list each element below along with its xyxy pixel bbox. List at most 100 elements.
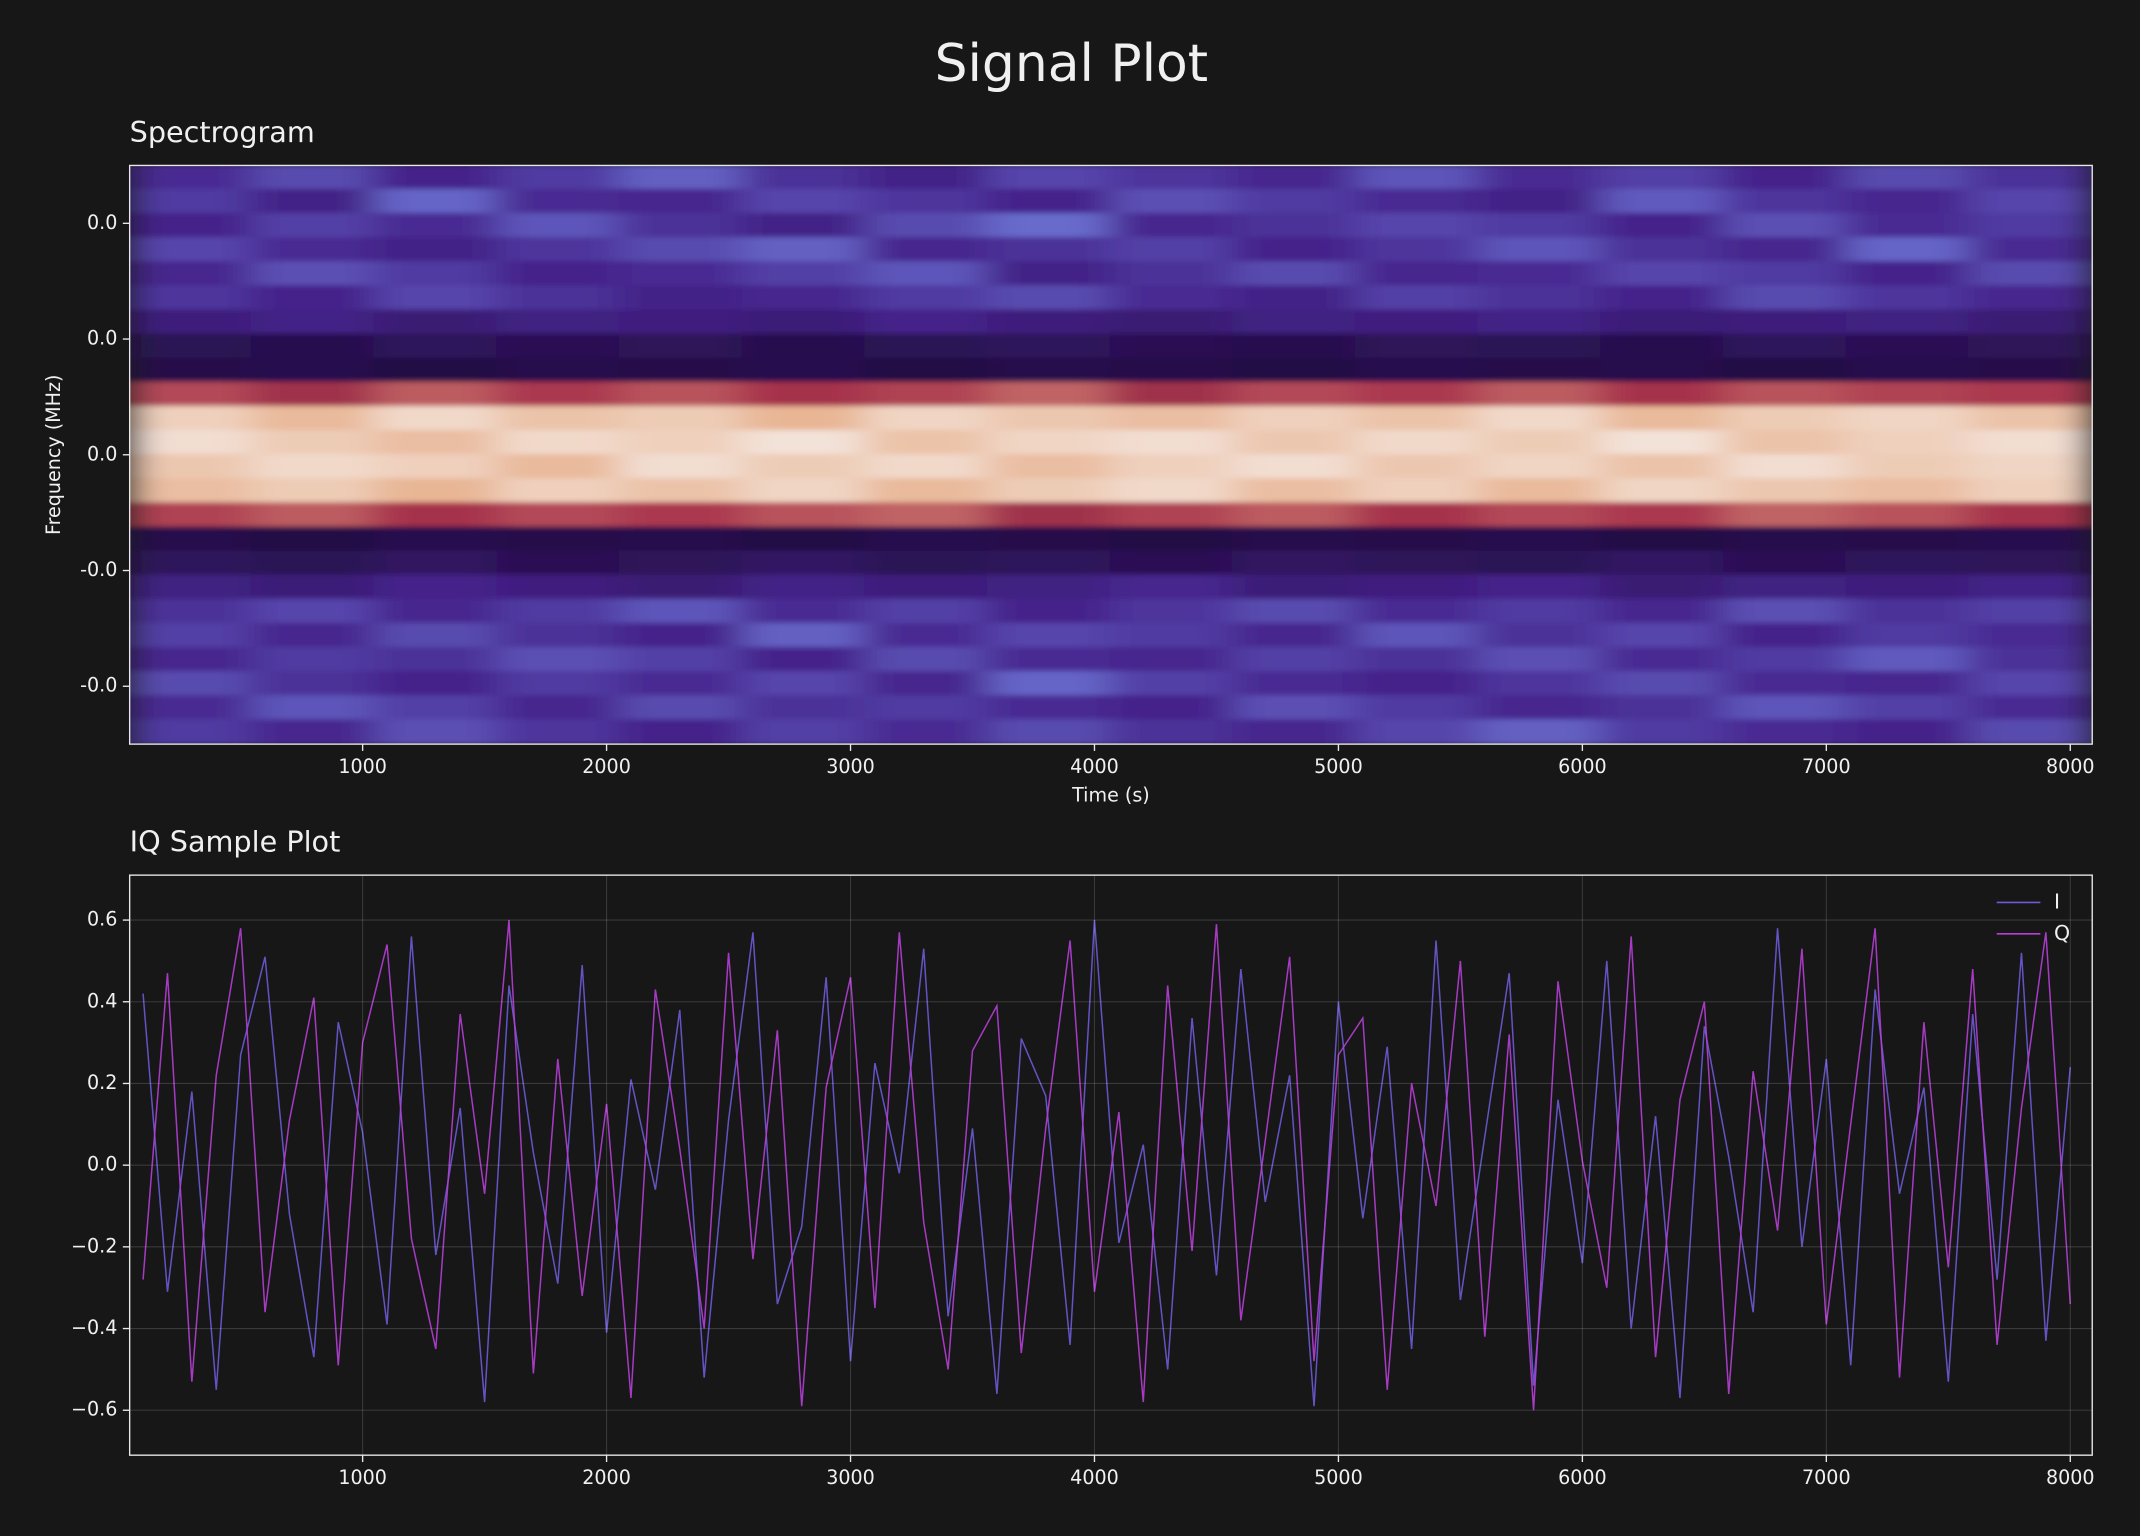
x-tick-label: 4000 xyxy=(1070,1466,1119,1489)
y-tick-label: −0.6 xyxy=(71,1398,117,1421)
heatmap-cell xyxy=(129,550,254,577)
heatmap-cell xyxy=(1354,671,1481,697)
heatmap-cell xyxy=(1232,574,1358,601)
y-tick-label: 0.0 xyxy=(87,442,117,465)
heatmap-cell xyxy=(618,646,745,673)
heatmap-cell xyxy=(1354,695,1481,721)
heatmap-cell xyxy=(250,309,377,335)
heatmap-cell xyxy=(1232,333,1358,360)
heatmap-cell xyxy=(1354,237,1481,263)
heatmap-cell xyxy=(373,212,500,239)
heatmap-cell xyxy=(1722,357,1849,384)
heatmap-cell xyxy=(1354,165,1481,191)
heatmap-cell xyxy=(496,429,622,456)
heatmap-cell xyxy=(250,405,377,432)
heatmap-cell xyxy=(741,719,867,745)
heatmap-cell xyxy=(618,285,745,311)
heatmap-cell xyxy=(129,622,254,649)
heatmap-cell xyxy=(986,695,1113,721)
heatmap-cell xyxy=(1600,237,1726,263)
heatmap-cell xyxy=(618,574,745,601)
heatmap-cell xyxy=(1722,212,1849,239)
heatmap-cell xyxy=(1600,719,1726,745)
heatmap-cell xyxy=(1600,212,1726,239)
heatmap-cell xyxy=(1722,622,1849,649)
heatmap-cell xyxy=(864,237,990,263)
heatmap-cell xyxy=(1109,526,1235,552)
heatmap-cell xyxy=(1600,574,1726,601)
heatmap-cell xyxy=(1109,381,1235,408)
heatmap-cell xyxy=(741,454,867,480)
heatmap-cell xyxy=(1109,671,1235,697)
heatmap-cell xyxy=(1845,357,1971,384)
heatmap-cell xyxy=(1968,405,2093,432)
heatmap-cell xyxy=(1477,550,1603,577)
x-tick-label: 2000 xyxy=(582,755,631,778)
heatmap-cell xyxy=(1354,622,1481,649)
heatmap-cell xyxy=(373,309,500,335)
heatmap-cell xyxy=(373,237,500,263)
heatmap-cell xyxy=(1968,478,2093,504)
heatmap-cell xyxy=(1232,212,1358,239)
heatmap-cell xyxy=(373,333,500,360)
heatmap-cell xyxy=(1845,478,1971,504)
heatmap-cell xyxy=(129,429,254,456)
heatmap-cell xyxy=(986,719,1113,745)
heatmap-cell xyxy=(741,405,867,432)
heatmap-cell xyxy=(129,357,254,384)
heatmap-cell xyxy=(1968,526,2093,552)
heatmap-cell xyxy=(250,598,377,625)
heatmap-cell xyxy=(1968,188,2093,215)
heatmap-cell xyxy=(1354,502,1481,528)
heatmap-cell xyxy=(373,502,500,528)
heatmap-cell xyxy=(986,502,1113,528)
heatmap-cell xyxy=(1968,212,2093,239)
heatmap-cell xyxy=(1477,333,1603,360)
figure-title: Signal Plot xyxy=(935,34,1209,94)
heatmap-cell xyxy=(496,622,622,649)
heatmap-cell xyxy=(1722,550,1849,577)
heatmap-cell xyxy=(618,454,745,480)
heatmap-cell xyxy=(864,526,990,552)
heatmap-cell xyxy=(129,695,254,721)
heatmap-cell xyxy=(496,381,622,408)
heatmap-cell xyxy=(373,526,500,552)
heatmap-cell xyxy=(986,405,1113,432)
heatmap-cell xyxy=(1722,237,1849,263)
heatmap-cell xyxy=(1968,309,2093,335)
heatmap-cell xyxy=(250,454,377,480)
heatmap-cell xyxy=(1845,285,1971,311)
heatmap-cell xyxy=(129,671,254,697)
x-tick-label: 5000 xyxy=(1314,1466,1363,1489)
heatmap-cell xyxy=(618,478,745,504)
heatmap-cell xyxy=(1354,719,1481,745)
heatmap-cell xyxy=(1109,357,1235,384)
heatmap-cell xyxy=(129,237,254,263)
y-tick-label: 0.4 xyxy=(87,989,117,1012)
heatmap-cell xyxy=(1845,212,1971,239)
series-line xyxy=(142,920,2072,1407)
heatmap-cell xyxy=(864,574,990,601)
heatmap-cell xyxy=(1968,550,2093,577)
heatmap-cell xyxy=(986,574,1113,601)
heatmap-cell xyxy=(741,429,867,456)
heatmap-cell xyxy=(1232,646,1358,673)
heatmap-cell xyxy=(1968,695,2093,721)
heatmap-cell xyxy=(864,381,990,408)
heatmap-cell xyxy=(1845,719,1971,745)
heatmap-cell xyxy=(741,695,867,721)
heatmap-cell xyxy=(1477,285,1603,311)
heatmap-cell xyxy=(496,574,622,601)
heatmap-cell xyxy=(1722,165,1849,191)
heatmap-cell xyxy=(1845,333,1971,360)
y-tick-label: -0.0 xyxy=(80,558,117,581)
heatmap-cell xyxy=(618,405,745,432)
heatmap-cell xyxy=(1600,454,1726,480)
heatmap-cell xyxy=(1845,381,1971,408)
legend-label: Q xyxy=(2054,921,2070,945)
heatmap-cell xyxy=(864,598,990,625)
heatmap-cell xyxy=(250,550,377,577)
heatmap-cell xyxy=(496,405,622,432)
y-axis-label: Frequency (MHz) xyxy=(42,375,65,535)
